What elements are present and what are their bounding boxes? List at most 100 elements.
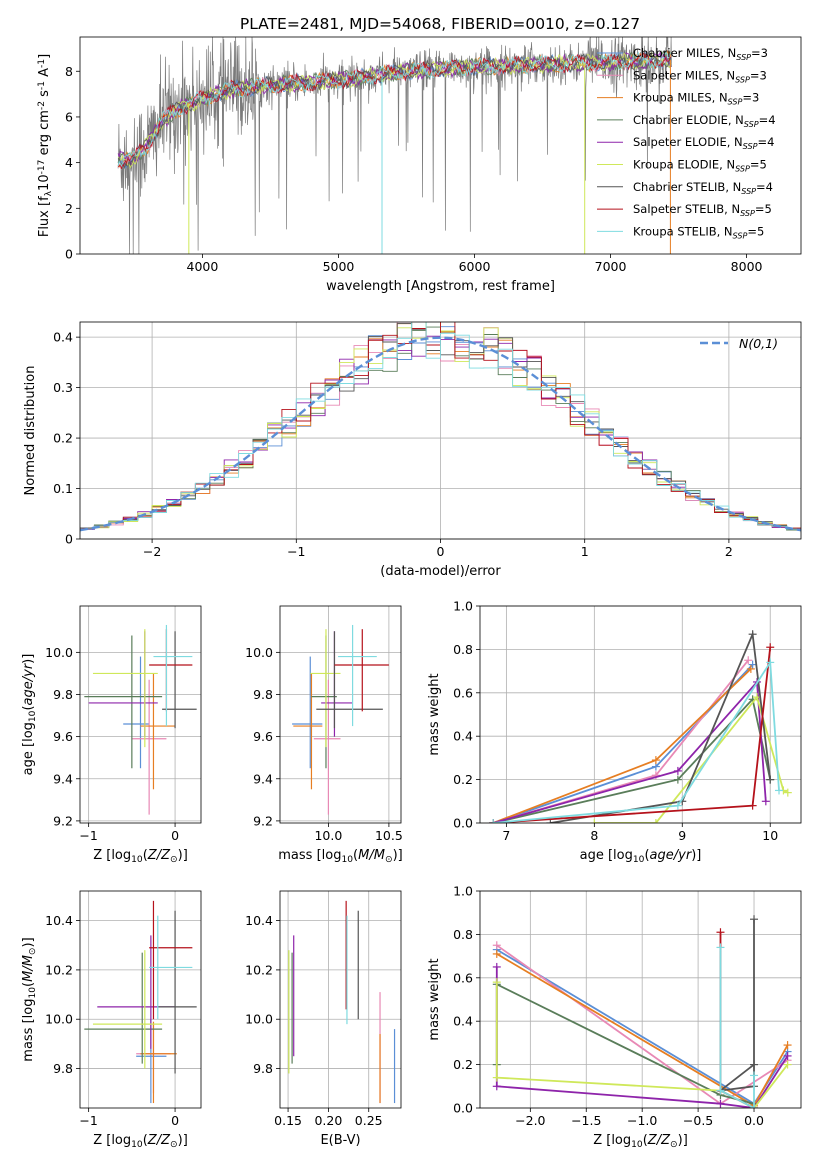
y-tick-label: 9.4 [253,771,273,786]
label-fragment: wavelength [Angstrom, rest frame] [326,279,555,294]
x-tick-label: 0 [171,1113,179,1128]
weight-line-chabrier_miles [492,663,754,823]
label-fragment: (data-model)/error [380,564,501,579]
label-fragment: SSP [735,165,750,174]
marker-salpeter_elodie [783,1051,792,1060]
label-fragment: Salpeter STELIB, N [633,202,740,216]
marker-kroupa_stelib [750,1071,759,1080]
label-fragment: 10 [131,855,143,865]
label-fragment: age [log [580,848,633,863]
label-fragment: Kroupa STELIB, N [633,224,733,238]
label-fragment: 10 [37,174,52,191]
y-tick-label: 0.4 [53,330,73,345]
label-fragment: )] [178,848,188,863]
marker-kroupa_stelib [716,1086,725,1095]
y-tick-label: 10.0 [245,1012,273,1027]
label-fragment: ⊙ [170,855,178,865]
label-fragment: )] [178,1133,188,1148]
y-tick-label: 0 [65,532,73,547]
x-tick-label: −0.5 [683,1113,713,1128]
model-line-chabrier_stelib [117,50,672,170]
label-fragment: Kroupa MILES, N [633,91,728,105]
y-tick-label: 6 [65,109,73,124]
label-fragment: ( [644,848,649,863]
y-tick-label: 0.2 [453,1057,473,1072]
plot-area [117,37,672,254]
label-fragment: A [37,68,52,81]
panel-age_vs_Z: −1 09.29.49.69.810.0Z [log10(Z/Z⊙)]age [l… [21,605,202,865]
x-tick-label: 1 [581,544,589,559]
label-fragment: Z/Z [147,1133,171,1148]
y-tick-label: 9.8 [53,1061,73,1076]
marker-salpeter_stelib [766,643,775,652]
y-tick-label: 0.8 [453,642,473,657]
label-fragment: Z [log [93,848,131,863]
plot-area [492,915,792,1108]
label-fragment: Normed distribution [23,366,38,496]
x-tick-label: −1 [287,544,305,559]
y-tick-label: 0.1 [53,481,73,496]
marker-chabrier_stelib [766,775,775,784]
x-axis-label: wavelength [Angstrom, rest frame] [326,279,555,294]
label-fragment: =4 [756,180,773,194]
axes-frame [79,321,802,540]
marker-salpeter_stelib [748,801,757,810]
label-fragment: 10 [631,1140,643,1150]
label-fragment: ( [143,848,148,863]
legend-entry-salpeter_miles: Salpeter MILES, NSSP=3 [633,68,767,84]
axes-frame [279,890,402,1109]
marker-kroupa_miles [746,664,755,673]
legend-entry-salpeter_stelib: Salpeter STELIB, NSSP=5 [633,202,772,218]
marker-salpeter_miles [744,656,753,665]
label-fragment: ( [143,1133,148,1148]
y-tick-label: 4 [65,155,73,170]
y-tick-label: 9.8 [253,687,273,702]
legend-entry-kroupa_stelib: Kroupa STELIB, NSSP=5 [633,224,764,240]
x-tick-label: 2 [725,544,733,559]
label-fragment: ⊙ [670,1140,678,1150]
plot-area [292,624,389,815]
marker-salpeter_elodie [716,1099,725,1108]
x-tick-label: 0.20 [314,1113,342,1128]
marker-kroupa_elodie [590,819,599,823]
x-tick-label: 0.25 [355,1113,383,1128]
weight-line-salpeter_elodie [492,679,767,823]
marker-salpeter_elodie [492,962,501,971]
plot-area [84,900,197,1104]
x-tick-label: −1.0 [627,1113,657,1128]
x-tick-label: 0.0 [744,1113,764,1128]
y-tick-label: 10.4 [245,913,273,928]
y-tick-label: 10.4 [45,913,73,928]
y-tick-label: 0.2 [53,431,73,446]
label-fragment: mass weight [427,958,442,1040]
axes-frame [279,605,402,824]
marker-kroupa_elodie [783,788,792,797]
y-tick-label: 0.3 [53,380,73,395]
label-fragment: Z [log [593,1133,631,1148]
y-axis-label: mass [log10(M/M⊙)] [21,937,38,1061]
label-fragment: age [log [21,722,36,775]
y-tick-label: 0.4 [453,1014,473,1029]
x-tick-label: 7000 [595,259,627,274]
label-fragment: age/yr [21,662,36,705]
y-tick-label: 0.0 [453,816,473,831]
marker-chabrier_stelib [750,915,759,924]
y-axis-label: mass weight [427,958,442,1040]
weight-line-salpeter_miles [492,659,749,823]
marker-salpeter_elodie [492,1082,501,1091]
label-fragment: SSP [733,231,748,240]
panel-mass_vs_ebv: 0.15 0.20 0.25 9.8 10.0 10.2 10.4 E(B-V) [245,890,402,1148]
x-tick-label: −1 [79,828,97,843]
label-fragment: )] [21,654,36,664]
x-tick-label: 0 [171,828,179,843]
marker-kroupa_miles [651,756,660,765]
label-fragment: )] [393,848,403,863]
y-tick-label: 1.0 [453,599,473,614]
label-fragment: 10 [633,855,645,865]
x-tick-label: 9 [678,828,686,843]
histogram-kroupa_stelib [80,322,801,533]
label-fragment: ( [21,705,36,710]
label-fragment: =5 [750,158,767,172]
y-axis-label: mass weight [427,673,442,755]
